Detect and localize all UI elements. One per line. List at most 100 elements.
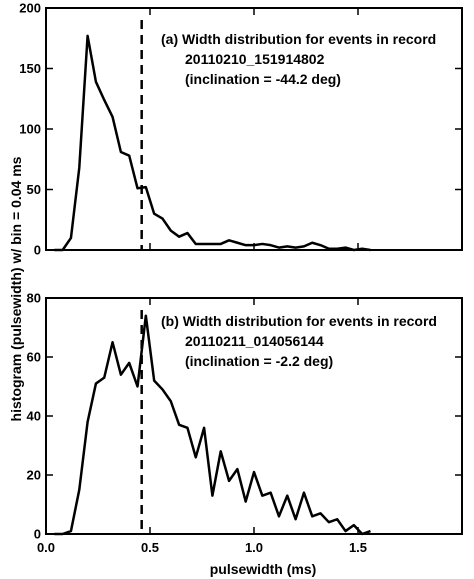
panel-b-data-point (211, 494, 213, 496)
panel-a-data-point (136, 187, 138, 189)
panel-a-data-point (253, 244, 255, 246)
panel-b-data-point (86, 421, 88, 423)
panel-b-data-point (294, 518, 296, 520)
panel-b-title-line-1: (b) Width distribution for events in rec… (161, 313, 437, 329)
panel-a-data-point (369, 249, 371, 251)
panel-b-data-point (336, 518, 338, 520)
panel-a-data-point (361, 248, 363, 250)
panel-a-data-point (353, 249, 355, 251)
panel-a-data-point (153, 213, 155, 215)
panel-a-data-point (211, 243, 213, 245)
panel-a-data-point (286, 245, 288, 247)
panel-b-data-point (61, 533, 63, 535)
panel-a-data-point (186, 232, 188, 234)
panel-b-ytick-label: 60 (27, 350, 41, 365)
panel-a-data-point (128, 154, 130, 156)
panel-b-title: (b) Width distribution for events in rec… (161, 313, 437, 369)
panel-a-data-point (294, 246, 296, 248)
panel-b-data-point (328, 521, 330, 523)
panel-a-ytick-label: 200 (19, 1, 41, 16)
panel-b: (b) Width distribution for events in rec… (27, 291, 463, 555)
y-axis-title: histogram (pulsewidth) w/ bin = 0.04 ms (8, 156, 24, 421)
panel-a-ytick-label: 100 (19, 122, 41, 137)
panel-b-data-point (319, 512, 321, 514)
panel-b-data-point (261, 494, 263, 496)
panel-a-data-point (311, 242, 313, 244)
panel-b-data-point (203, 427, 205, 429)
panel-b-data-point (311, 515, 313, 517)
panel-a-data-point (228, 239, 230, 241)
panel-a-data-point (145, 186, 147, 188)
panel-a-data-point (120, 151, 122, 153)
panel-a-data-point (195, 243, 197, 245)
panel-b-ytick-label: 80 (27, 291, 41, 306)
panel-b-data-point (178, 424, 180, 426)
panel-b-xtick-label: 1.5 (349, 540, 367, 555)
panel-b-data-point (120, 374, 122, 376)
panel-b-data-point (344, 530, 346, 532)
panel-b-data-point (286, 494, 288, 496)
panel-b-data-point (53, 533, 55, 535)
panel-b-data-point (103, 376, 105, 378)
panel-a-data-point (278, 246, 280, 248)
panel-b-data-point (369, 530, 371, 532)
panel-a-data-point (86, 35, 88, 37)
panel-b-data-point (361, 533, 363, 535)
panel-a-title: (a) Width distribution for events in rec… (161, 31, 436, 87)
panel-a-data-point (103, 99, 105, 101)
panel-a-ytick-label: 50 (27, 182, 41, 197)
panel-a-data-point (244, 244, 246, 246)
panel-b-data-point (353, 524, 355, 526)
panel-b-histogram-line (54, 314, 371, 536)
panel-a-title-line-2: 20110210_151914802 (185, 51, 325, 67)
panel-b-data-point (170, 400, 172, 402)
panel-a-data-point (336, 248, 338, 250)
panel-b-data-point (195, 456, 197, 458)
panel-a-data-point (178, 235, 180, 237)
panel-b-data-point (220, 450, 222, 452)
panel-b-ytick-label: 0 (34, 527, 41, 542)
panel-b-data-point (161, 388, 163, 390)
panel-a-title-line-1: (a) Width distribution for events in rec… (161, 31, 436, 47)
panel-b-data-point (78, 489, 80, 491)
panel-a-data-point (111, 116, 113, 118)
panel-a-data-point (203, 243, 205, 245)
panel-b-data-point (70, 530, 72, 532)
panel-a-data-point (269, 244, 271, 246)
panel-a-data-point (70, 237, 72, 239)
panel-b-data-point (136, 385, 138, 387)
panel-b-data-point (253, 471, 255, 473)
panel-a-data-point (319, 244, 321, 246)
panel-a-data-point (236, 242, 238, 244)
panel-b-data-point (236, 468, 238, 470)
panel-a-title-line-3: (inclination = -44.2 deg) (185, 71, 341, 87)
panel-a-data-point (170, 229, 172, 231)
panel-b-data-point (278, 515, 280, 517)
panel-b-data-point (95, 382, 97, 384)
panel-a-data-point (161, 217, 163, 219)
panel-a-data-point (261, 243, 263, 245)
panel-b-ytick-label: 40 (27, 409, 41, 424)
panel-b-data-point (303, 492, 305, 494)
panel-a-data-point (95, 81, 97, 83)
panel-b-xtick-label: 0.5 (141, 540, 159, 555)
x-axis-title: pulsewidth (ms) (210, 561, 317, 577)
panel-b-xtick-label: 0.0 (37, 540, 55, 555)
panel-a-data-point (220, 243, 222, 245)
panel-a: (a) Width distribution for events in rec… (19, 1, 463, 258)
panel-b-data-point (153, 379, 155, 381)
panel-b-data-point (269, 492, 271, 494)
panel-b-data-point (186, 427, 188, 429)
panel-a-data-point (344, 246, 346, 248)
panel-a-histogram-line (54, 34, 371, 252)
panel-a-data-point (61, 249, 63, 251)
panel-b-ytick-label: 20 (27, 468, 41, 483)
panel-a-data-point (303, 245, 305, 247)
panel-b-data-point (244, 500, 246, 502)
panel-b-data-point (128, 362, 130, 364)
panel-b-data-point (228, 480, 230, 482)
panel-b-data-point (111, 341, 113, 343)
panel-b-xtick-label: 1.0 (245, 540, 263, 555)
panel-a-data-point (78, 167, 80, 169)
